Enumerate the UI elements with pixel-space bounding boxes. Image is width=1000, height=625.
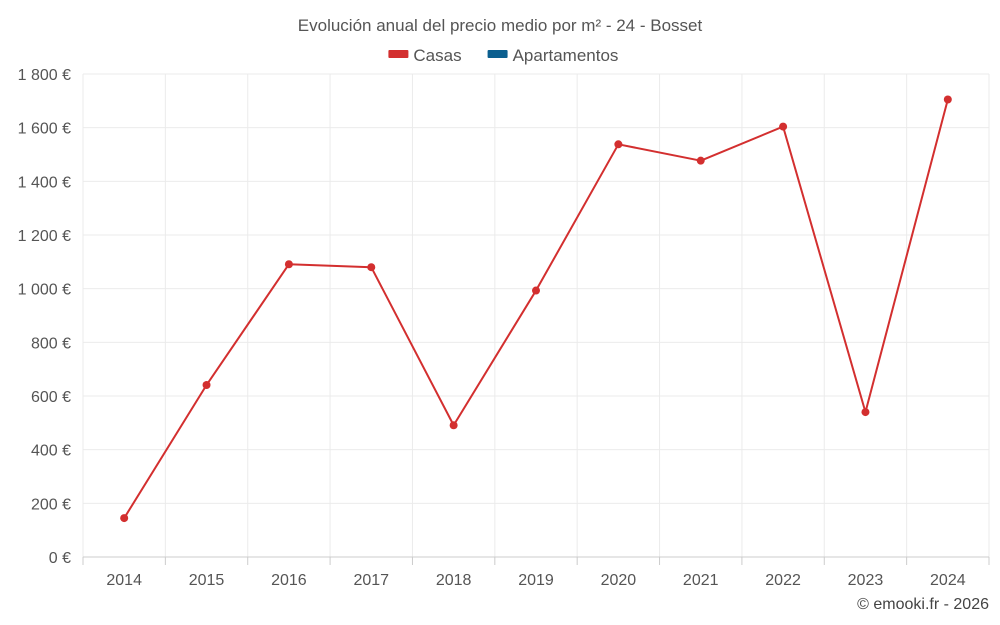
y-tick-label: 1 800 € xyxy=(18,67,71,84)
x-tick-label: 2023 xyxy=(848,572,884,589)
y-axis: 0 € 200 € 400 € 600 € 800 € 1 000 € 1 200 € 1 4… xyxy=(18,67,71,567)
x-tick-label: 2014 xyxy=(106,572,142,589)
data-point xyxy=(943,95,952,104)
data-point xyxy=(614,140,623,149)
chart-title: Evolución anual del precio medio por m² … xyxy=(298,16,703,35)
y-tick-label: 200 € xyxy=(31,496,71,513)
x-tick-label: 2017 xyxy=(353,572,389,589)
y-tick-label: 0 € xyxy=(49,550,71,567)
data-point xyxy=(696,156,705,165)
y-tick-label: 1 400 € xyxy=(18,174,71,191)
legend-label: Casas xyxy=(413,46,461,65)
x-tick-label: 2019 xyxy=(518,572,554,589)
data-point xyxy=(120,514,129,523)
y-tick-label: 1 000 € xyxy=(18,282,71,299)
x-tick-label: 2015 xyxy=(189,572,225,589)
x-tick-label: 2022 xyxy=(765,572,801,589)
series-layer xyxy=(120,95,952,523)
data-point xyxy=(367,263,376,272)
x-tick-label: 2018 xyxy=(436,572,472,589)
x-tick-label: 2024 xyxy=(930,572,966,589)
x-tick-label: 2020 xyxy=(601,572,637,589)
data-point xyxy=(532,286,540,295)
x-axis: 2014 2015 2016 2017 2018 2019 2020 2021 2022 2023… xyxy=(82,556,990,589)
y-tick-label: 1 600 € xyxy=(18,121,71,138)
data-point xyxy=(284,260,293,269)
data-point xyxy=(779,122,788,131)
copyright-footer: © emooki.fr - 2026 xyxy=(857,596,989,613)
legend-item-casas[interactable]: Casas xyxy=(388,46,462,65)
x-tick-label: 2021 xyxy=(683,572,719,589)
y-tick-label: 400 € xyxy=(31,443,71,460)
legend-swatch xyxy=(388,50,409,58)
gridlines xyxy=(82,73,990,557)
data-point xyxy=(449,421,458,430)
legend-swatch xyxy=(487,50,508,58)
data-point xyxy=(202,380,211,389)
y-tick-label: 600 € xyxy=(31,389,71,406)
x-tick-label: 2016 xyxy=(271,572,307,589)
data-point xyxy=(861,408,870,417)
legend[interactable]: Casas Apartamentos xyxy=(388,46,618,65)
y-tick-label: 1 200 € xyxy=(18,228,71,245)
legend-label: Apartamentos xyxy=(513,46,619,65)
y-tick-label: 800 € xyxy=(31,335,71,352)
legend-item-apartamentos[interactable]: Apartamentos xyxy=(487,46,619,65)
